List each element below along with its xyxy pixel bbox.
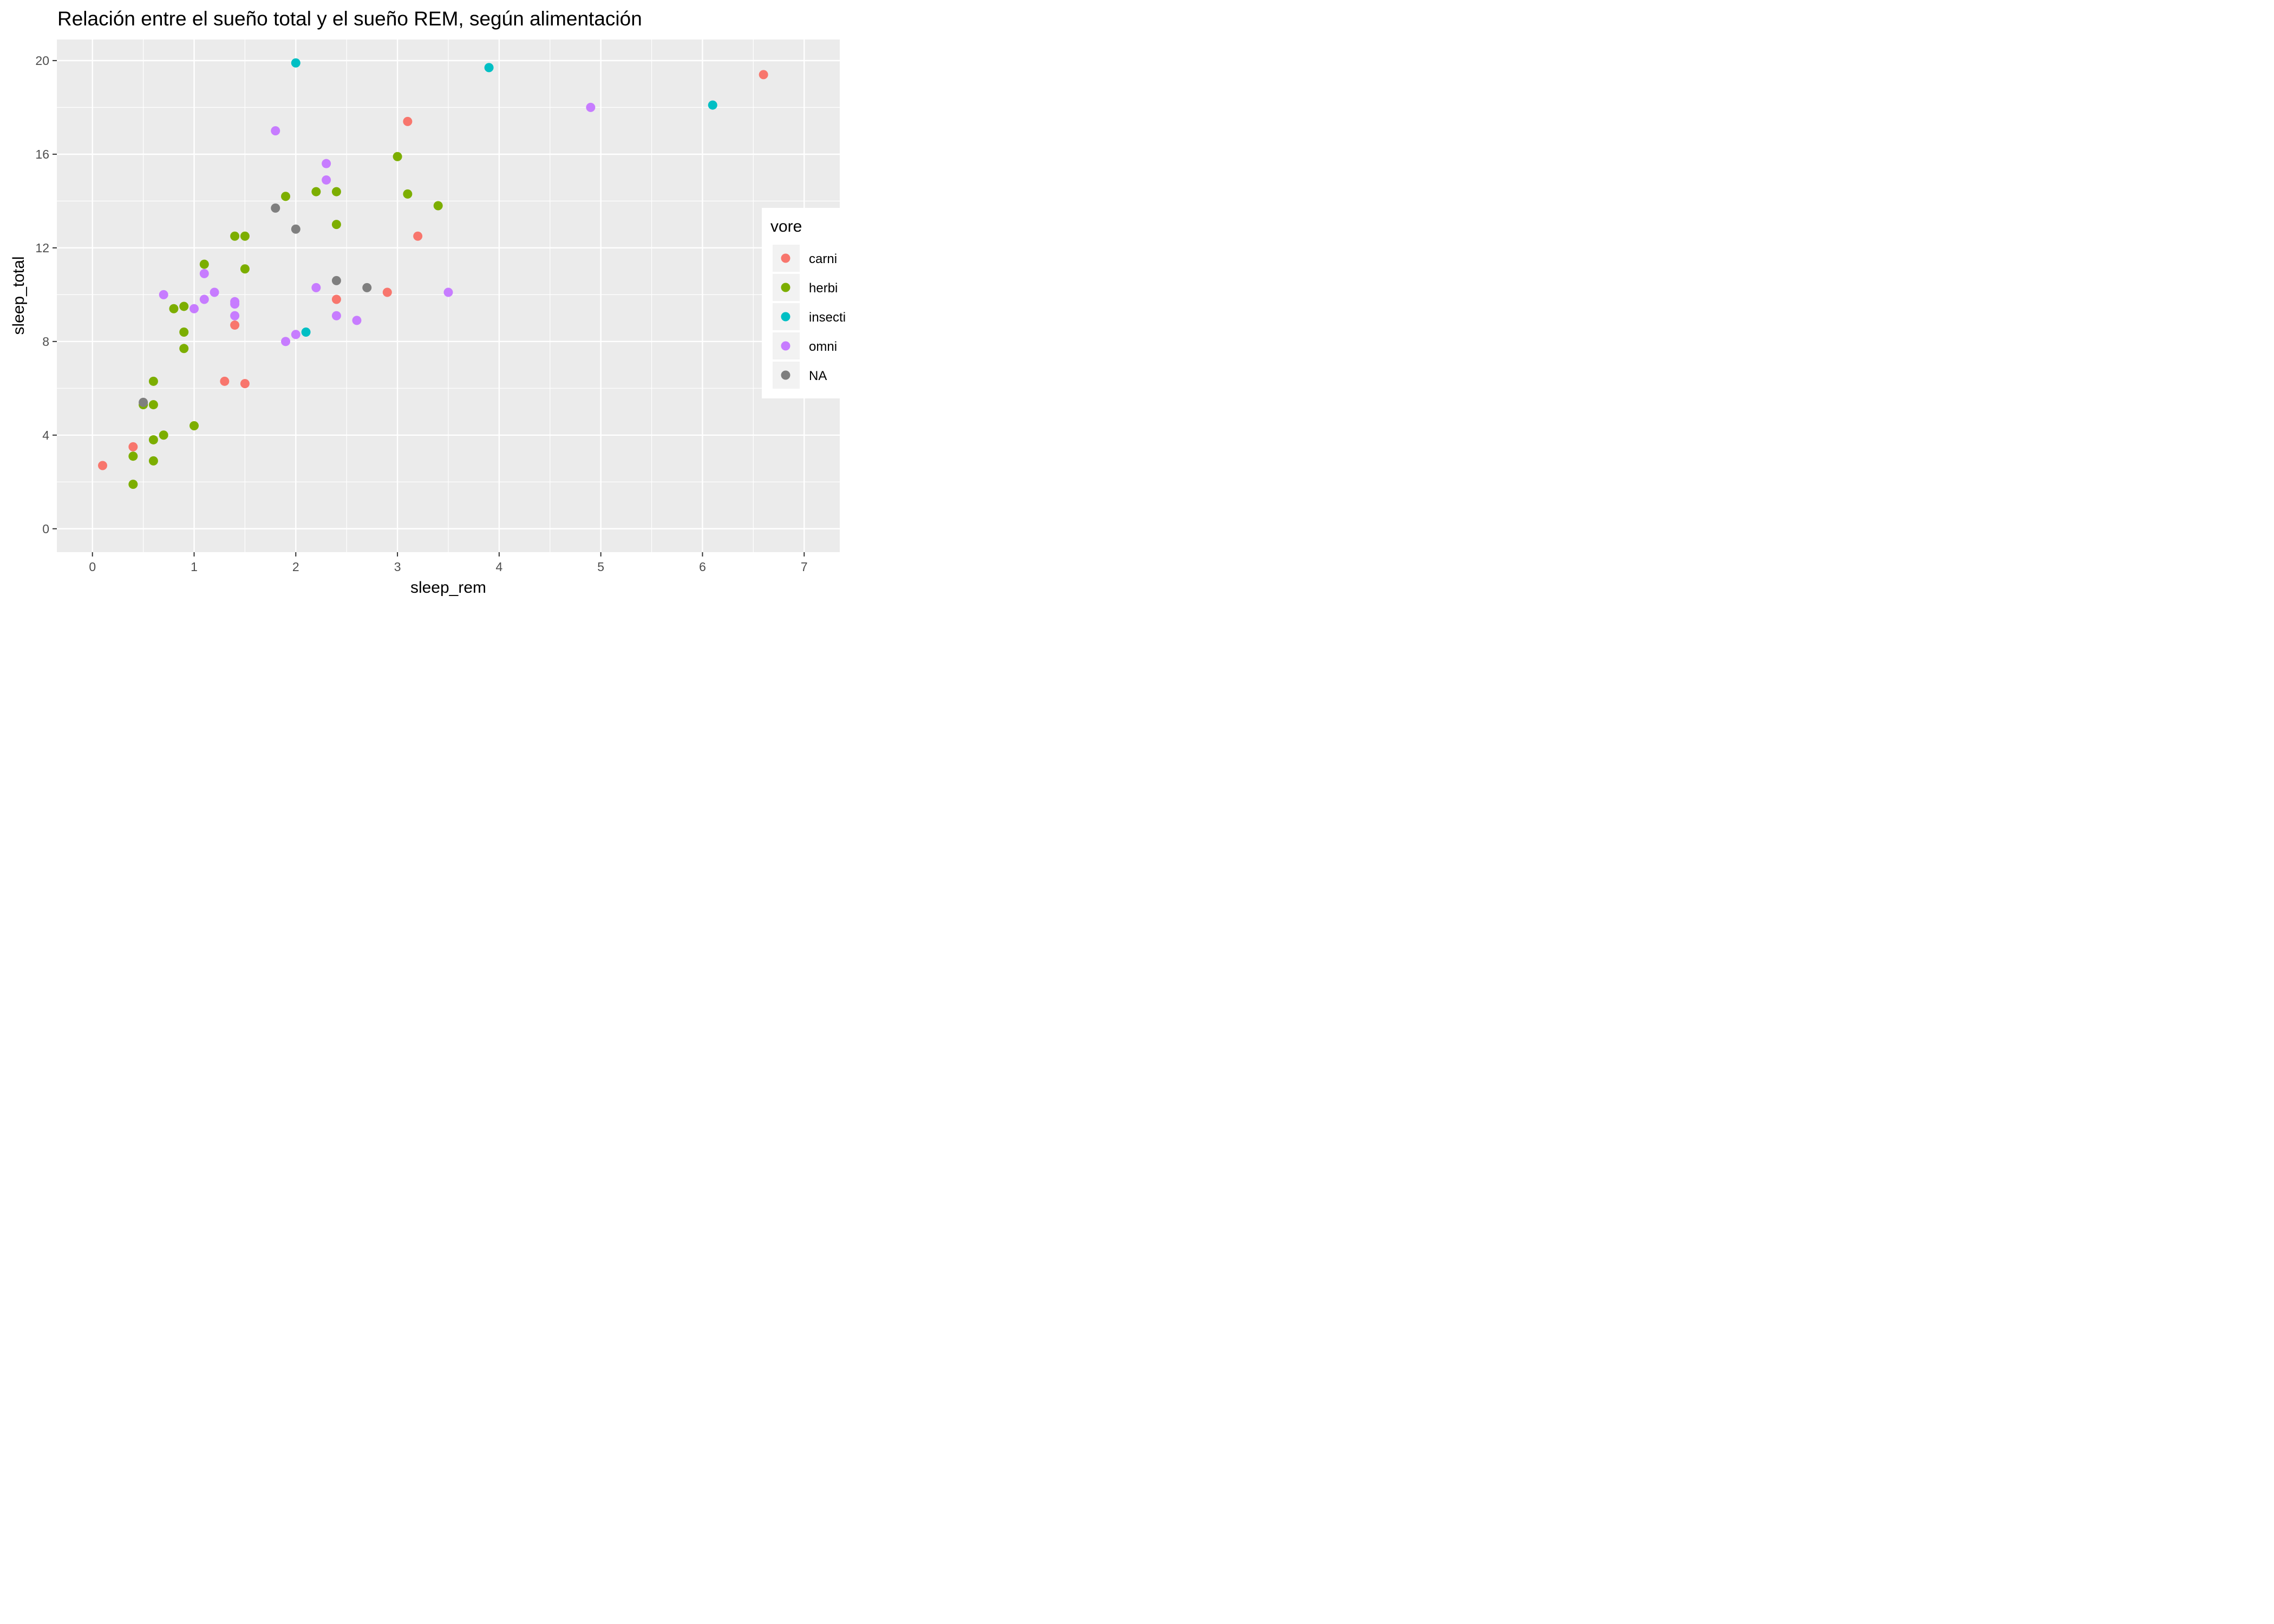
data-points: [98, 58, 768, 489]
point-herbi: [128, 480, 138, 489]
y-tick-label: 0: [42, 522, 49, 536]
point-omni: [352, 316, 362, 325]
point-herbi: [240, 264, 250, 274]
chart-canvas: Relación entre el sueño total y el sueño…: [10, 8, 849, 597]
scatter-chart: Relación entre el sueño total y el sueño…: [0, 0, 849, 606]
legend-label-carni: carni: [809, 252, 837, 266]
x-tick-label: 7: [801, 560, 808, 574]
grid-major-lines: [57, 40, 840, 552]
x-tick-label: 3: [394, 560, 401, 574]
y-tick-label: 8: [42, 335, 49, 349]
point-na: [331, 276, 341, 285]
point-na: [291, 224, 300, 234]
legend: vore carni herbi insecti omni NA: [762, 208, 849, 398]
y-axis-title: sleep_total: [10, 256, 28, 335]
point-herbi: [179, 302, 189, 311]
x-tick-label: 2: [292, 560, 299, 574]
point-insecti: [708, 100, 717, 110]
point-carni: [230, 320, 240, 330]
point-insecti: [291, 58, 300, 68]
point-herbi: [179, 344, 189, 353]
legend-entries: carni herbi insecti omni NA: [773, 245, 846, 389]
point-herbi: [403, 189, 413, 199]
point-carni: [759, 70, 768, 80]
point-insecti: [301, 328, 311, 337]
point-herbi: [169, 304, 179, 313]
point-carni: [331, 294, 341, 304]
legend-key-omni: [781, 341, 790, 351]
point-omni: [159, 290, 168, 299]
point-omni: [190, 304, 199, 313]
point-omni: [210, 287, 219, 297]
legend-key-herbi: [781, 283, 790, 292]
y-tick-label: 4: [42, 428, 49, 442]
point-omni: [230, 297, 240, 306]
point-herbi: [311, 187, 321, 197]
point-omni: [199, 294, 209, 304]
x-tick-label: 5: [597, 560, 604, 574]
point-omni: [271, 126, 280, 136]
point-herbi: [128, 451, 138, 461]
point-herbi: [148, 435, 158, 444]
point-omni: [281, 337, 291, 346]
point-omni: [322, 175, 331, 185]
point-herbi: [159, 430, 168, 440]
x-tick-label: 0: [89, 560, 96, 574]
point-herbi: [148, 376, 158, 386]
point-omni: [322, 159, 331, 168]
x-tick-label: 6: [699, 560, 706, 574]
point-carni: [128, 442, 138, 451]
y-tick-label: 16: [35, 147, 49, 161]
point-herbi: [179, 328, 189, 337]
point-herbi: [331, 220, 341, 230]
point-herbi: [148, 400, 158, 410]
point-herbi: [190, 421, 199, 430]
legend-label-insecti: insecti: [809, 310, 846, 325]
point-carni: [98, 461, 108, 470]
x-tick-label: 1: [191, 560, 198, 574]
point-herbi: [199, 259, 209, 269]
point-na: [139, 397, 148, 407]
point-na: [271, 203, 280, 213]
legend-label-herbi: herbi: [809, 281, 838, 296]
x-axis-title: sleep_rem: [410, 579, 486, 597]
point-herbi: [393, 152, 402, 161]
point-na: [362, 283, 372, 292]
point-carni: [220, 376, 230, 386]
point-herbi: [281, 192, 291, 201]
point-omni: [311, 283, 321, 292]
y-tick-label: 12: [35, 241, 49, 255]
legend-title: vore: [770, 218, 802, 235]
point-herbi: [240, 231, 250, 241]
point-herbi: [230, 231, 240, 241]
y-tick-label: 20: [35, 54, 49, 68]
point-omni: [586, 102, 596, 112]
legend-label-na: NA: [809, 369, 827, 383]
legend-key-na: [781, 370, 790, 380]
legend-key-insecti: [781, 312, 790, 322]
chart-title: Relación entre el sueño total y el sueño…: [57, 8, 642, 30]
point-carni: [403, 116, 413, 126]
y-axis: 0 4 8 12 16 20: [35, 54, 57, 536]
point-carni: [382, 287, 392, 297]
point-omni: [291, 330, 300, 339]
point-omni: [331, 311, 341, 320]
x-axis: 0 1 2 3 4 5 6 7: [89, 552, 808, 574]
point-herbi: [331, 187, 341, 197]
legend-key-carni: [781, 253, 790, 263]
point-omni: [199, 269, 209, 278]
point-carni: [413, 231, 423, 241]
point-omni: [443, 287, 453, 297]
point-omni: [230, 311, 240, 320]
point-insecti: [484, 63, 494, 73]
point-herbi: [148, 456, 158, 466]
legend-label-omni: omni: [809, 339, 837, 354]
point-carni: [240, 379, 250, 389]
point-herbi: [433, 201, 443, 211]
x-tick-label: 4: [495, 560, 502, 574]
